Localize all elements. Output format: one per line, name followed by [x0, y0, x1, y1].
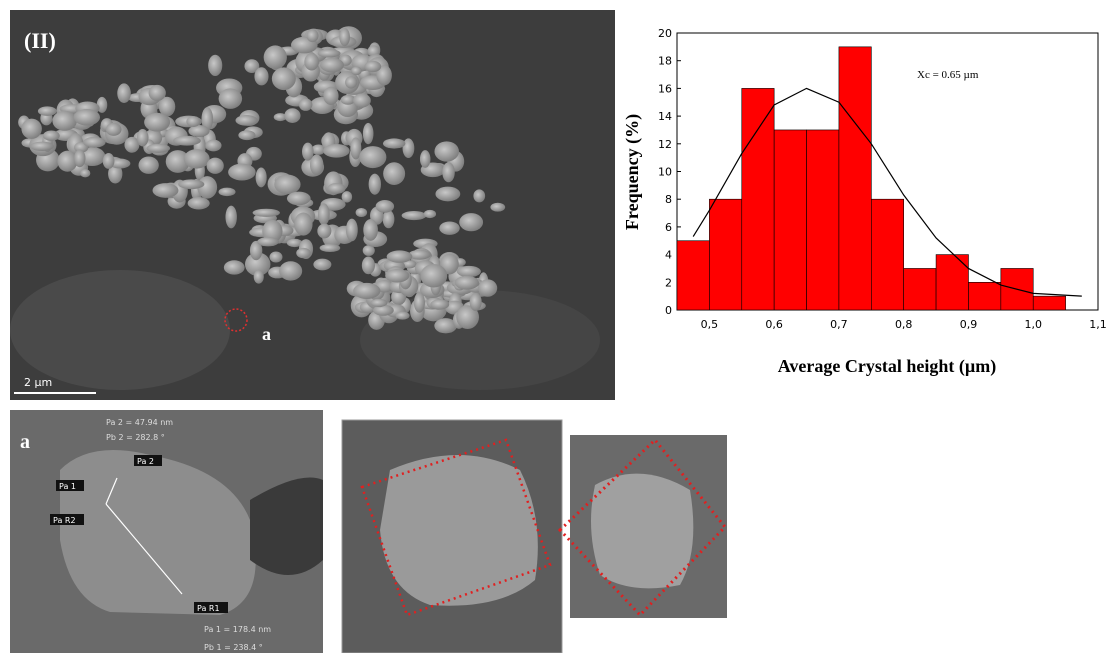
- y-tick-label: 18: [658, 55, 672, 68]
- y-tick-label: 10: [658, 166, 672, 179]
- x-tick-label: 0,9: [960, 318, 978, 331]
- y-tick-label: 0: [665, 304, 672, 317]
- panel-label: (II): [24, 28, 56, 53]
- point-tag: Pa R1: [197, 604, 220, 613]
- annotation: Xc = 0.65 µm: [917, 69, 979, 81]
- x-tick-label: 0,5: [701, 318, 719, 331]
- bar: [904, 268, 936, 310]
- y-tick-label: 4: [665, 249, 672, 262]
- x-tick-label: 1,1: [1089, 318, 1107, 331]
- zoom-image: a Pa 2 = 47.94 nm Pb 2 = 282.8 ° Pa 2 Pa…: [10, 410, 323, 653]
- x-tick-label: 0,7: [830, 318, 848, 331]
- bar: [936, 255, 968, 310]
- y-tick-label: 12: [658, 138, 672, 151]
- y-tick-label: 6: [665, 221, 672, 234]
- bar: [677, 241, 709, 310]
- y-tick-label: 14: [658, 110, 672, 123]
- point-tag: Pa R2: [53, 516, 76, 525]
- measure-text: Pb 2 = 282.8 °: [106, 433, 165, 442]
- figure: (II) a 2 µm a Pa 2 = 47.94 nm Pb 2 = 282…: [0, 0, 1108, 653]
- crystal-crop: [342, 420, 727, 653]
- point-tag: Pa 1: [59, 482, 76, 491]
- x-axis-label: Average Crystal height (µm): [778, 356, 996, 377]
- marker-label: a: [262, 324, 271, 344]
- measure-text: Pa 2 = 47.94 nm: [106, 418, 173, 427]
- measure-text: Pa 1 = 178.4 nm: [204, 625, 271, 634]
- x-tick-label: 1,0: [1024, 318, 1042, 331]
- y-tick-label: 2: [665, 276, 672, 289]
- bar: [807, 130, 839, 310]
- bar: [774, 130, 806, 310]
- sem-image: (II) a 2 µm: [10, 10, 615, 400]
- scale-label: 2 µm: [24, 376, 52, 389]
- bar: [968, 282, 1000, 310]
- y-axis-label: Frequency (%): [622, 114, 643, 230]
- y-tick-label: 20: [658, 27, 672, 40]
- bar: [1033, 296, 1065, 310]
- y-tick-label: 8: [665, 193, 672, 206]
- bar: [871, 199, 903, 310]
- y-tick-label: 16: [658, 82, 672, 95]
- bar: [709, 199, 741, 310]
- bar: [839, 47, 871, 310]
- x-tick-label: 0,8: [895, 318, 913, 331]
- panel-label: a: [20, 431, 30, 453]
- x-tick-label: 0,6: [765, 318, 783, 331]
- point-tag: Pa 2: [137, 457, 154, 466]
- measure-text: Pb 1 = 238.4 °: [204, 643, 263, 652]
- bar: [742, 88, 774, 310]
